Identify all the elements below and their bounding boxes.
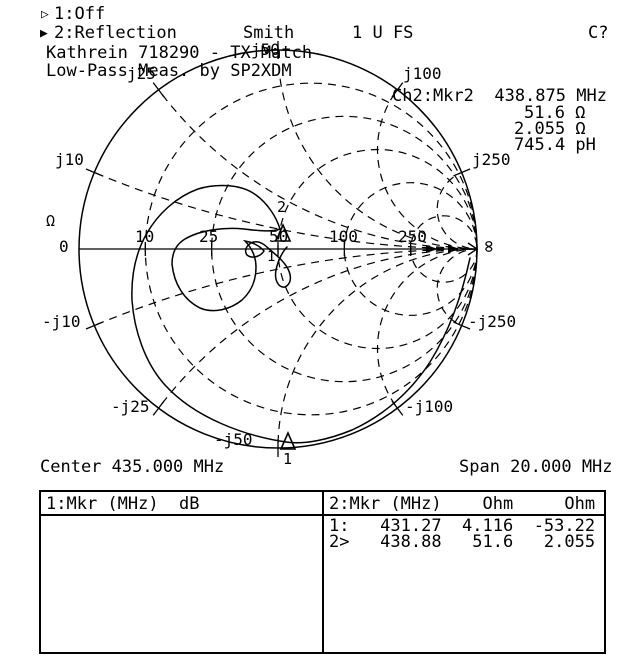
marker-table-left-header: 1:Mkr (MHz) dB <box>46 494 200 514</box>
r-label-25: 25 <box>199 227 219 246</box>
reactance-arc-neg-100 <box>376 248 477 448</box>
channel-2-scale: 1 U FS <box>352 23 414 43</box>
x-label-j100: j100 <box>403 64 442 83</box>
axis-infinity-label: ∞ <box>478 240 501 253</box>
x-label-j50: j50 <box>251 40 280 59</box>
axis-zero-label: 0 <box>59 237 69 256</box>
x-label-neg-j25: -j25 <box>111 397 150 416</box>
channel-2-label[interactable]: 2:Reflection <box>54 23 177 43</box>
x-label-j25: j25 <box>127 64 156 83</box>
rim-tick-10 <box>85 168 103 177</box>
r-label-100: 100 <box>329 227 358 246</box>
channel-2-indicator-icon: ▶ <box>40 26 48 41</box>
r-label-250: 250 <box>398 227 427 246</box>
x-label-neg-j50: -j50 <box>214 430 253 449</box>
axis-arrow-icon <box>448 245 460 253</box>
axis-arrowhead-icon <box>467 242 479 256</box>
rim-tick-neg-250 <box>453 321 471 330</box>
channel-1-indicator-icon: ▷ <box>41 7 49 22</box>
reactance-arc-50 <box>277 50 477 250</box>
channel-2-format: Smith <box>243 23 295 43</box>
axis-omega-label: Ω <box>46 212 56 230</box>
rim-tick-neg-10 <box>85 321 103 330</box>
channel-1-label[interactable]: 1:Off <box>54 4 106 24</box>
rim-tick-100 <box>391 82 404 98</box>
x-label-neg-j100: -j100 <box>405 397 454 416</box>
center-frequency-label: Center 435.000 MHz <box>40 457 225 477</box>
marker-table-divider <box>322 492 324 652</box>
marker-table-row-2: 2> 438.88 51.6 2.055 <box>329 532 596 552</box>
cal-status: C? <box>588 23 609 43</box>
marker-readout-x: 2.055 Ω <box>514 119 586 139</box>
center-digit: 1 <box>267 249 276 265</box>
marker-table-right-header: 2:Mkr (MHz) Ohm Ohm <box>329 494 596 514</box>
rim-tick-neg-25 <box>152 400 165 416</box>
axis-arrow-icon <box>426 245 438 253</box>
marker-table-header-rule <box>41 514 604 516</box>
marker-readout-r: 51.6 Ω <box>524 103 586 123</box>
marker2-digit: 2 <box>277 198 287 216</box>
reactance-arc-10 <box>79 50 477 250</box>
rim-tick-25 <box>152 82 165 98</box>
x-label-j250: j250 <box>472 150 511 169</box>
measurement-title-line2: Low-Pass Meas. by SP2XDM <box>46 61 292 81</box>
r-label-10: 10 <box>135 227 155 246</box>
marker-table: 1:Mkr (MHz) dB 2:Mkr (MHz) Ohm Ohm 1: 43… <box>39 490 606 654</box>
marker-readout-freq: Ch2:Mkr2 438.875 MHz <box>392 86 607 106</box>
marker-2-triangle-icon <box>274 223 292 242</box>
marker-table-row-1: 1: 431.27 4.116 -53.22 <box>329 516 596 536</box>
rim-tick-250 <box>453 168 471 177</box>
span-label: Span 20.000 MHz <box>459 457 613 477</box>
marker-readout-equiv: 745.4 pH <box>514 135 596 155</box>
x-label-neg-j10: -j10 <box>42 312 81 331</box>
x-label-neg-j250: -j250 <box>468 312 517 331</box>
marker-1-triangle-icon <box>279 431 297 450</box>
r-label-50: 50 <box>269 227 289 246</box>
marker1-digit: 1 <box>283 450 293 468</box>
x-label-j10: j10 <box>55 150 84 169</box>
trace-s11 <box>131 184 471 444</box>
